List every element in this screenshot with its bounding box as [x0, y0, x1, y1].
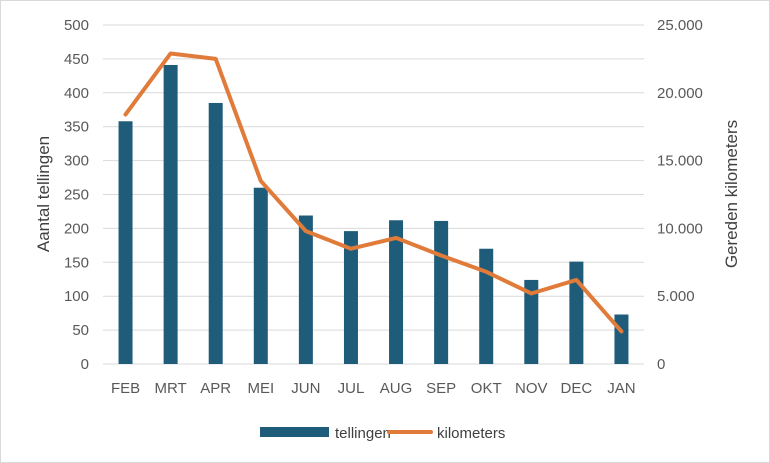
right-tick-label: 20.000 — [657, 85, 703, 102]
left-tick-label: 50 — [72, 322, 89, 339]
right-tick-label: 25.000 — [657, 17, 703, 34]
line-point-feb — [125, 113, 127, 115]
line-point-okt — [485, 271, 487, 273]
gridlines — [103, 24, 644, 365]
left-tick-label: 500 — [64, 17, 89, 34]
line-point-sep — [440, 255, 442, 257]
category-tick-label: APR — [200, 380, 231, 397]
left-axis-ticks: 0 50 100 150 200 250 300 350 400 450 500 — [64, 17, 89, 373]
category-tick-label: SEP — [426, 380, 456, 397]
left-tick-label: 150 — [64, 254, 89, 271]
line-point-mei — [260, 180, 262, 182]
right-tick-label: 5.000 — [657, 288, 695, 305]
right-tick-label: 15.000 — [657, 153, 703, 170]
category-tick-label: JUN — [291, 380, 320, 397]
left-tick-label: 0 — [81, 356, 89, 373]
left-tick-label: 450 — [64, 51, 89, 68]
category-tick-label: MRT — [155, 380, 187, 397]
bar-nov — [524, 279, 539, 364]
category-tick-label: AUG — [380, 380, 413, 397]
bar-aug — [389, 220, 404, 364]
left-tick-label: 200 — [64, 220, 89, 237]
bar-mrt — [163, 65, 178, 364]
right-tick-label: 10.000 — [657, 220, 703, 237]
line-point-aug — [395, 237, 397, 239]
bar-series-tellingen — [118, 65, 629, 364]
category-tick-label: OKT — [471, 380, 502, 397]
category-tick-label: MEI — [247, 380, 274, 397]
line-point-dec — [575, 279, 577, 281]
bar-jun — [298, 215, 313, 364]
line-point-mrt — [170, 52, 172, 54]
bar-feb — [118, 121, 133, 364]
left-tick-label: 250 — [64, 187, 89, 204]
legend-label-tellingen: tellingen — [335, 425, 391, 442]
bar-apr — [208, 102, 223, 364]
legend-swatch-tellingen — [260, 427, 329, 437]
bar-sep — [434, 220, 449, 364]
right-tick-label: 0 — [657, 356, 665, 373]
category-tick-label: JAN — [607, 380, 635, 397]
left-tick-label: 400 — [64, 85, 89, 102]
category-tick-label: DEC — [561, 380, 593, 397]
line-point-nov — [530, 292, 532, 294]
category-tick-label: NOV — [515, 380, 548, 397]
legend: tellingen kilometers — [260, 425, 505, 442]
category-tick-label: FEB — [111, 380, 140, 397]
bar-jan — [614, 314, 629, 364]
left-tick-label: 300 — [64, 153, 89, 170]
legend-label-kilometers: kilometers — [437, 425, 505, 442]
category-tick-label: JUL — [338, 380, 365, 397]
category-axis-ticks: FEB MRT APR MEI JUN JUL AUG SEP OKT NOV DEC JAN — [111, 380, 636, 397]
line-series-kilometers — [123, 51, 624, 334]
line-point-apr — [215, 58, 217, 60]
bar-okt — [479, 248, 494, 364]
left-tick-label: 350 — [64, 119, 89, 136]
right-axis-ticks: 0 5.000 10.000 15.000 20.000 25.000 — [657, 17, 703, 373]
left-axis-title: Aantal tellingen — [34, 136, 53, 252]
line-point-jan — [620, 330, 622, 332]
left-tick-label: 100 — [64, 288, 89, 305]
bar-jul — [343, 231, 358, 364]
kilometers-line — [123, 51, 624, 334]
line-point-jun — [305, 230, 307, 232]
bar-mei — [253, 187, 268, 364]
bar-dec — [569, 261, 584, 364]
right-axis-title: Gereden kilometers — [722, 120, 741, 268]
line-point-jul — [350, 248, 352, 250]
